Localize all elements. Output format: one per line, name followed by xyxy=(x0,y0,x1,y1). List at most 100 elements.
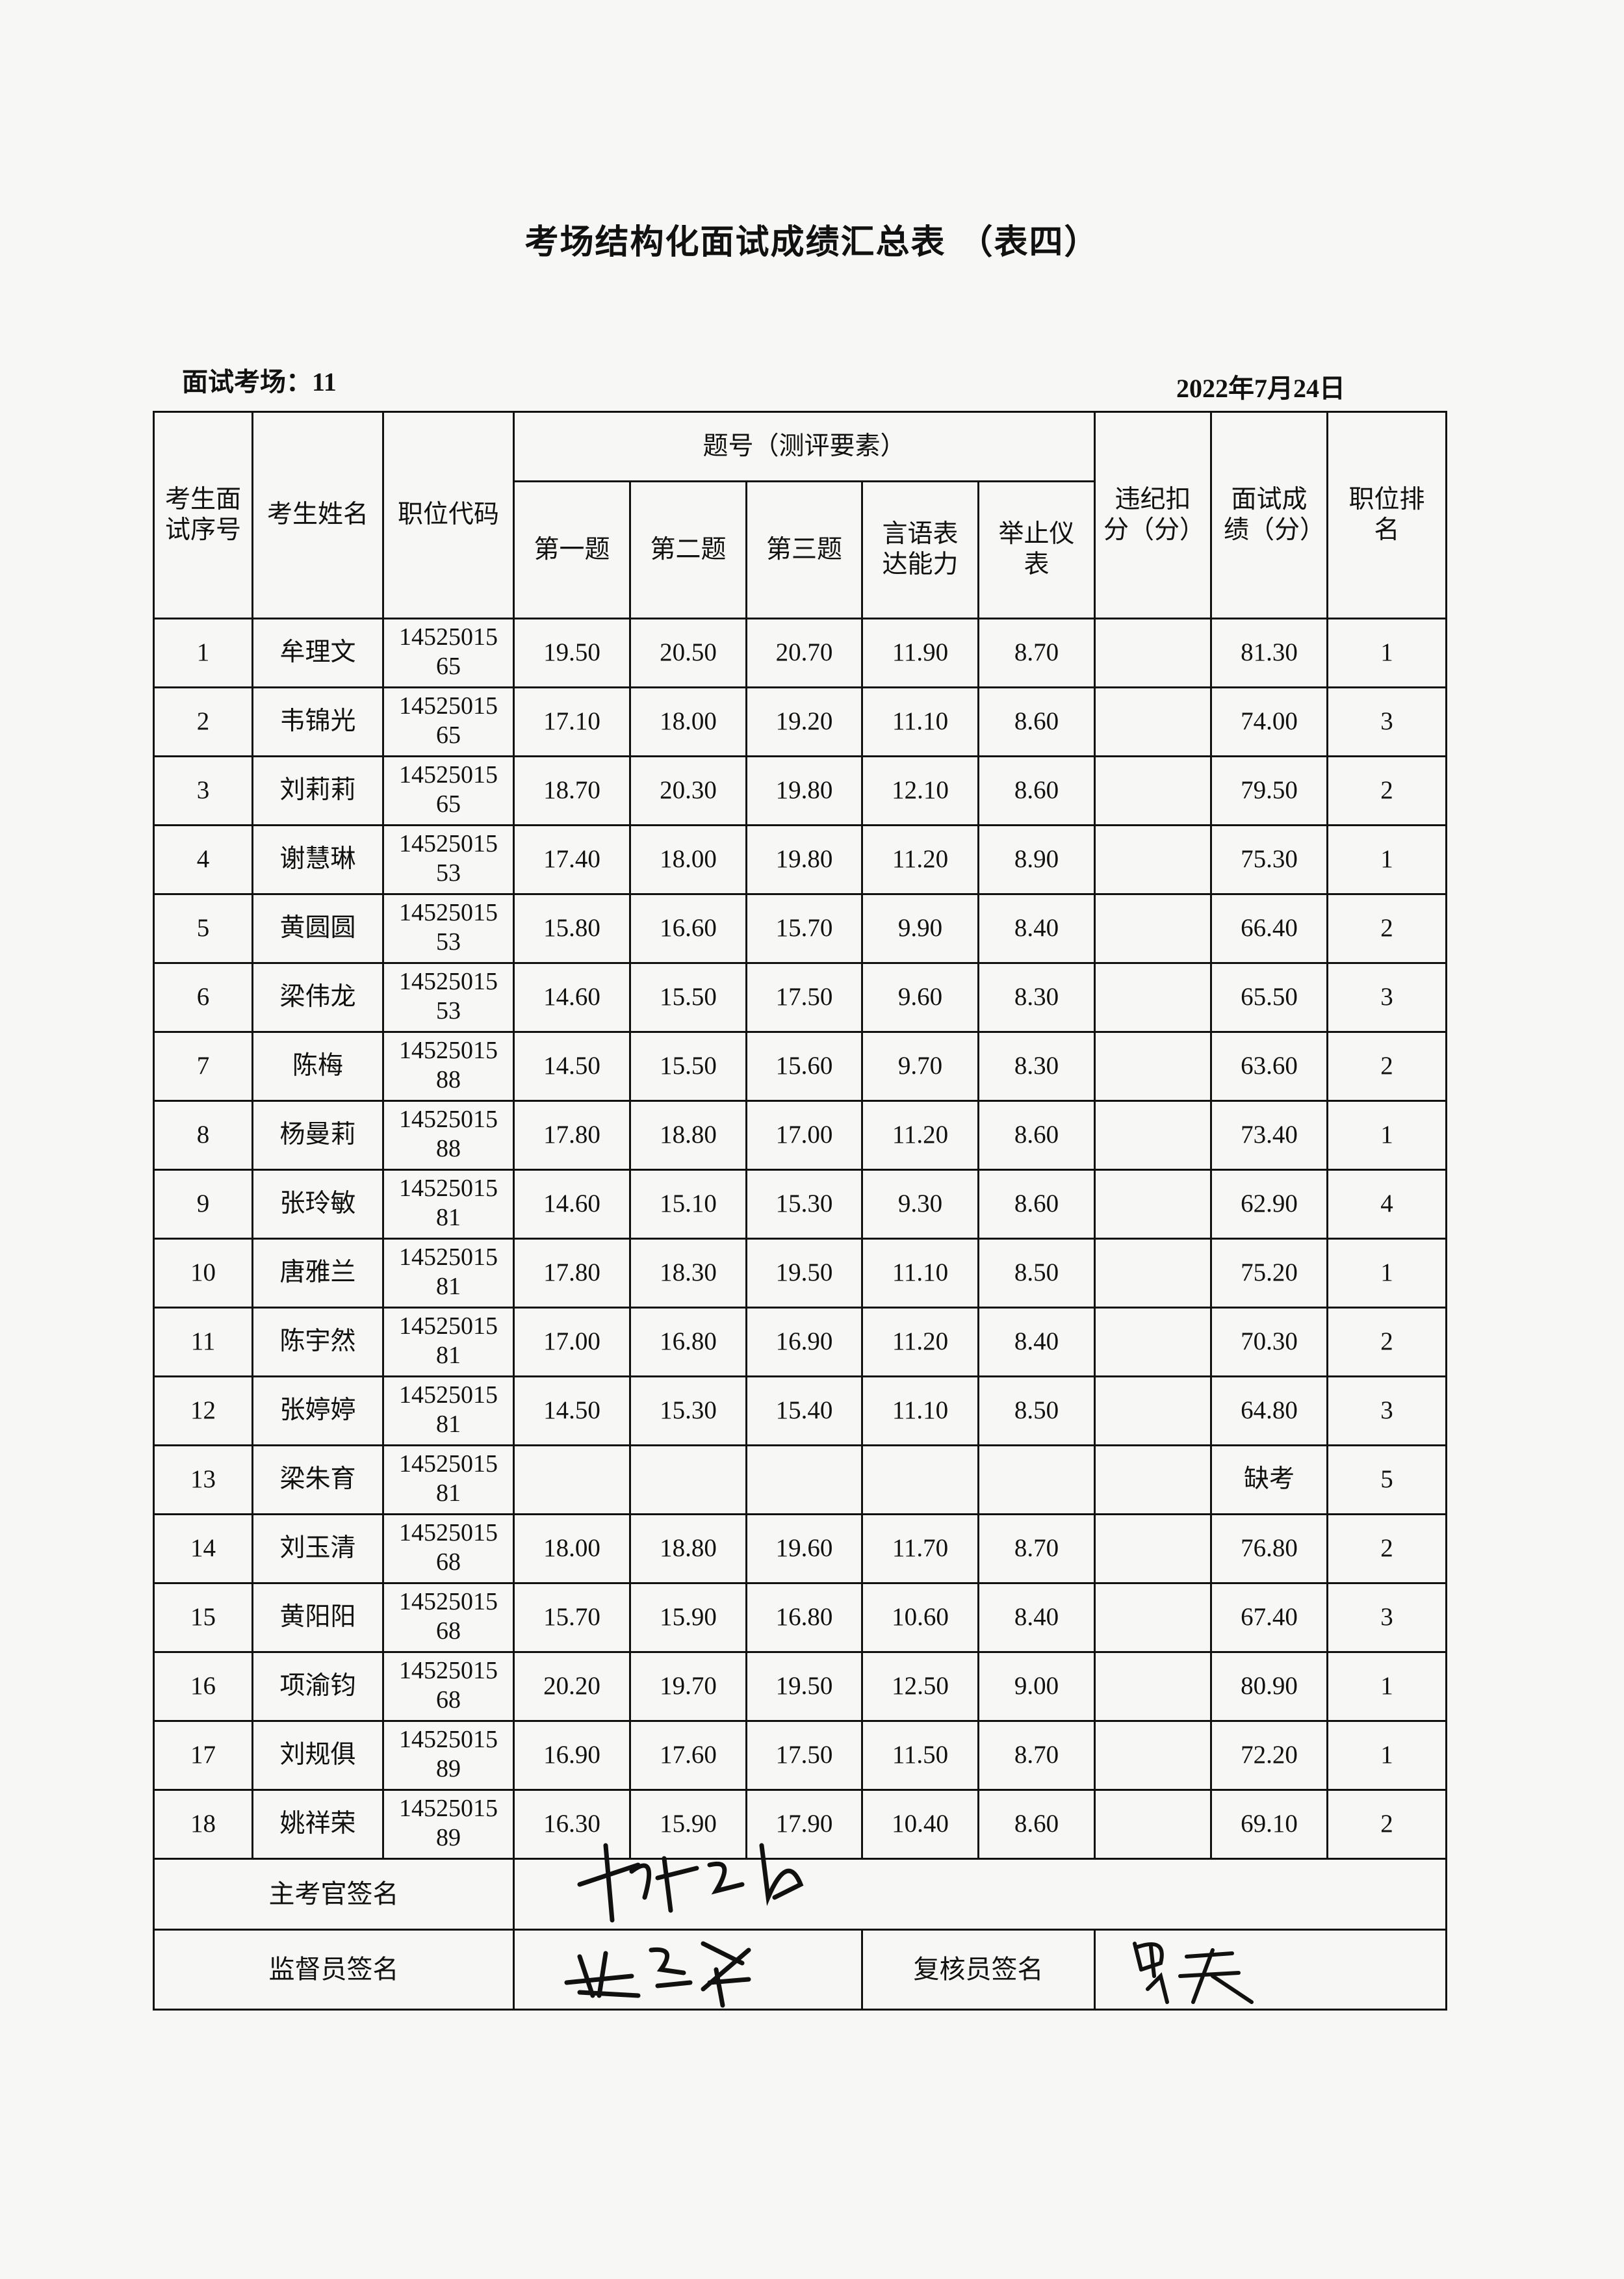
cell-code: 1452501565 xyxy=(382,755,515,826)
cell-manner: 8.30 xyxy=(977,1031,1096,1102)
cell-manner: 8.60 xyxy=(977,1100,1096,1171)
cell-q3: 19.50 xyxy=(745,1238,863,1309)
cell-code: 1452501581 xyxy=(382,1307,515,1377)
cell-q1: 15.80 xyxy=(513,893,631,964)
cell-penalty xyxy=(1094,1375,1213,1446)
cell-score: 73.40 xyxy=(1210,1100,1329,1171)
cell-speech: 11.20 xyxy=(861,1307,979,1377)
cell-seq: 16 xyxy=(153,1651,253,1722)
cell-seq: 9 xyxy=(153,1169,253,1240)
cell-name: 项渝钧 xyxy=(251,1651,384,1722)
cell-q2: 18.00 xyxy=(629,824,747,895)
table-row: 7 陈梅 1452501588 14.50 15.50 15.60 9.70 8.30 63.6… xyxy=(153,1031,1448,1102)
position-code: 1452501568 xyxy=(399,1656,498,1714)
cell-speech: 11.10 xyxy=(861,1238,979,1309)
cell-q3: 15.60 xyxy=(745,1031,863,1102)
cell-q3: 19.60 xyxy=(745,1513,863,1584)
cell-speech: 10.40 xyxy=(861,1789,979,1860)
header-q3: 第三题 xyxy=(745,480,863,619)
cell-manner: 8.60 xyxy=(977,1169,1096,1240)
table-row: 13 梁朱育 1452501581 缺考 5 xyxy=(153,1444,1448,1515)
table-row: 4 谢慧琳 1452501553 17.40 18.00 19.80 11.20 8.90 75… xyxy=(153,824,1448,895)
cell-q2: 16.80 xyxy=(629,1307,747,1377)
cell-penalty xyxy=(1094,962,1213,1033)
position-code: 1452501589 xyxy=(399,1794,498,1852)
cell-code: 1452501581 xyxy=(382,1169,515,1240)
cell-manner: 8.50 xyxy=(977,1238,1096,1309)
cell-q2: 18.80 xyxy=(629,1513,747,1584)
cell-penalty xyxy=(1094,1238,1213,1309)
cell-code: 1452501568 xyxy=(382,1651,515,1722)
cell-speech: 9.70 xyxy=(861,1031,979,1102)
position-code: 1452501553 xyxy=(399,898,498,956)
page-title: 考场结构化面试成绩汇总表 （表四） xyxy=(524,223,1100,262)
cell-q1: 14.60 xyxy=(513,962,631,1033)
cell-code: 1452501581 xyxy=(382,1375,515,1446)
cell-q2: 15.30 xyxy=(629,1375,747,1446)
cell-name: 梁伟龙 xyxy=(251,962,384,1033)
cell-q2: 15.50 xyxy=(629,962,747,1033)
position-code: 1452501568 xyxy=(399,1518,498,1576)
cell-code: 1452501568 xyxy=(382,1582,515,1653)
cell-score: 69.10 xyxy=(1210,1789,1329,1860)
cell-q2: 15.10 xyxy=(629,1169,747,1240)
cell-manner: 8.60 xyxy=(977,686,1096,757)
cell-q2: 15.90 xyxy=(629,1582,747,1653)
cell-penalty xyxy=(1094,1307,1213,1377)
cell-speech: 9.90 xyxy=(861,893,979,964)
table-row: 5 黄圆圆 1452501553 15.80 16.60 15.70 9.90 8.40 66.… xyxy=(153,893,1448,964)
cell-q1: 14.60 xyxy=(513,1169,631,1240)
cell-seq: 17 xyxy=(153,1720,253,1791)
cell-speech: 12.50 xyxy=(861,1651,979,1722)
cell-q1: 16.30 xyxy=(513,1789,631,1860)
cell-q1 xyxy=(513,1444,631,1515)
cell-rank: 2 xyxy=(1326,893,1448,964)
cell-q1: 14.50 xyxy=(513,1375,631,1446)
cell-rank: 2 xyxy=(1326,1789,1448,1860)
cell-code: 1452501581 xyxy=(382,1444,515,1515)
cell-seq: 6 xyxy=(153,962,253,1033)
cell-penalty xyxy=(1094,1100,1213,1171)
cell-seq: 5 xyxy=(153,893,253,964)
cell-manner: 8.40 xyxy=(977,893,1096,964)
cell-score: 63.60 xyxy=(1210,1031,1329,1102)
position-code: 1452501581 xyxy=(399,1312,498,1370)
supervisor-signature xyxy=(513,1929,863,2011)
cell-score: 62.90 xyxy=(1210,1169,1329,1240)
table-row: 2 韦锦光 1452501565 17.10 18.00 19.20 11.10 8.60 74… xyxy=(153,686,1448,757)
cell-code: 1452501553 xyxy=(382,824,515,895)
header-name: 考生姓名 xyxy=(251,411,384,619)
cell-code: 1452501581 xyxy=(382,1238,515,1309)
cell-rank: 1 xyxy=(1326,1100,1448,1171)
cell-penalty xyxy=(1094,1720,1213,1791)
cell-seq: 18 xyxy=(153,1789,253,1860)
cell-seq: 3 xyxy=(153,755,253,826)
position-code: 1452501553 xyxy=(399,829,498,887)
cell-penalty xyxy=(1094,1444,1213,1515)
cell-penalty xyxy=(1094,1582,1213,1653)
chief-examiner-label: 主考官签名 xyxy=(153,1858,515,1931)
cell-q3: 15.40 xyxy=(745,1375,863,1446)
supervisor-label: 监督员签名 xyxy=(153,1929,515,2011)
cell-name: 陈梅 xyxy=(251,1031,384,1102)
header-q1: 第一题 xyxy=(513,480,631,619)
cell-penalty xyxy=(1094,1169,1213,1240)
cell-seq: 11 xyxy=(153,1307,253,1377)
cell-name: 谢慧琳 xyxy=(251,824,384,895)
cell-name: 刘规俱 xyxy=(251,1720,384,1791)
cell-name: 姚祥荣 xyxy=(251,1789,384,1860)
cell-q3: 15.70 xyxy=(745,893,863,964)
cell-penalty xyxy=(1094,755,1213,826)
cell-q1: 19.50 xyxy=(513,618,631,688)
cell-name: 韦锦光 xyxy=(251,686,384,757)
cell-q3: 15.30 xyxy=(745,1169,863,1240)
cell-penalty xyxy=(1094,1031,1213,1102)
cell-name: 刘玉清 xyxy=(251,1513,384,1584)
cell-q2: 15.50 xyxy=(629,1031,747,1102)
header-seq: 考生面试序号 xyxy=(153,411,253,619)
table-row: 3 刘莉莉 1452501565 18.70 20.30 19.80 12.10 8.60 79… xyxy=(153,755,1448,826)
position-code: 1452501568 xyxy=(399,1587,498,1645)
cell-seq: 7 xyxy=(153,1031,253,1102)
cell-q1: 17.00 xyxy=(513,1307,631,1377)
cell-manner: 9.00 xyxy=(977,1651,1096,1722)
